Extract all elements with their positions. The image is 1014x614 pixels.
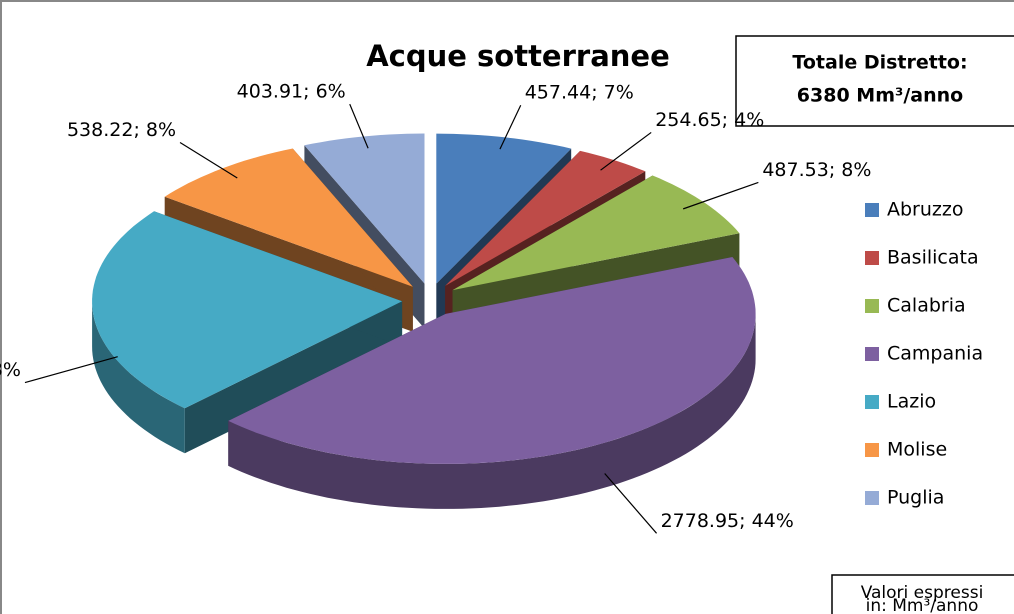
legend-label: Lazio: [887, 391, 936, 413]
chart-title: Acque sotterranee: [366, 39, 670, 73]
slice-side: [184, 301, 403, 454]
data-label: 538.22; 8%: [67, 119, 176, 141]
units-text: Valori espressi: [861, 583, 984, 603]
legend-swatch: [865, 347, 879, 361]
pie-slice: [92, 211, 403, 454]
legend-swatch: [865, 299, 879, 313]
legend-label: Campania: [887, 343, 983, 365]
legend-swatch: [865, 395, 879, 409]
legend-label: Basilicata: [887, 247, 979, 269]
slice-top: [164, 148, 413, 287]
slice-wall: [228, 313, 756, 509]
legend-label: Puglia: [887, 487, 944, 509]
leader-line: [604, 473, 658, 534]
legend-swatch: [865, 203, 879, 217]
legend-label: Molise: [887, 439, 947, 461]
data-label: 403.91; 6%: [237, 81, 346, 103]
total-value: 6380 Mm³/anno: [797, 85, 963, 107]
pie-slice: [228, 257, 756, 509]
slice-top: [92, 211, 403, 409]
units-box: [831, 574, 1014, 614]
legend-swatch: [865, 443, 879, 457]
slice-top: [228, 257, 756, 464]
slice-top: [436, 133, 572, 284]
units-text: in: Mm³/anno: [866, 596, 979, 614]
leader-line: [179, 141, 238, 179]
data-label: 487.53; 8%: [762, 159, 871, 181]
leader-line: [600, 131, 652, 171]
legend-label: Calabria: [887, 295, 966, 317]
leader-line: [24, 356, 118, 384]
total-title: Totale Distretto:: [792, 52, 967, 74]
total-box: [735, 35, 1014, 127]
data-label: 254.65; 4%: [655, 109, 764, 131]
data-label: 457.44; 7%: [525, 82, 634, 104]
legend-swatch: [865, 491, 879, 505]
legend-swatch: [865, 251, 879, 265]
leader-line: [349, 103, 369, 149]
leader-line: [682, 181, 759, 210]
slice-top: [304, 133, 425, 284]
leader-line: [499, 104, 522, 150]
data-label: 2778.95; 44%: [661, 510, 794, 532]
legend-label: Abruzzo: [887, 199, 963, 221]
slice-top: [445, 150, 646, 286]
data-label: 1459.16; 23%: [0, 359, 21, 381]
slice-top: [452, 175, 740, 291]
slice-wall: [92, 301, 185, 454]
